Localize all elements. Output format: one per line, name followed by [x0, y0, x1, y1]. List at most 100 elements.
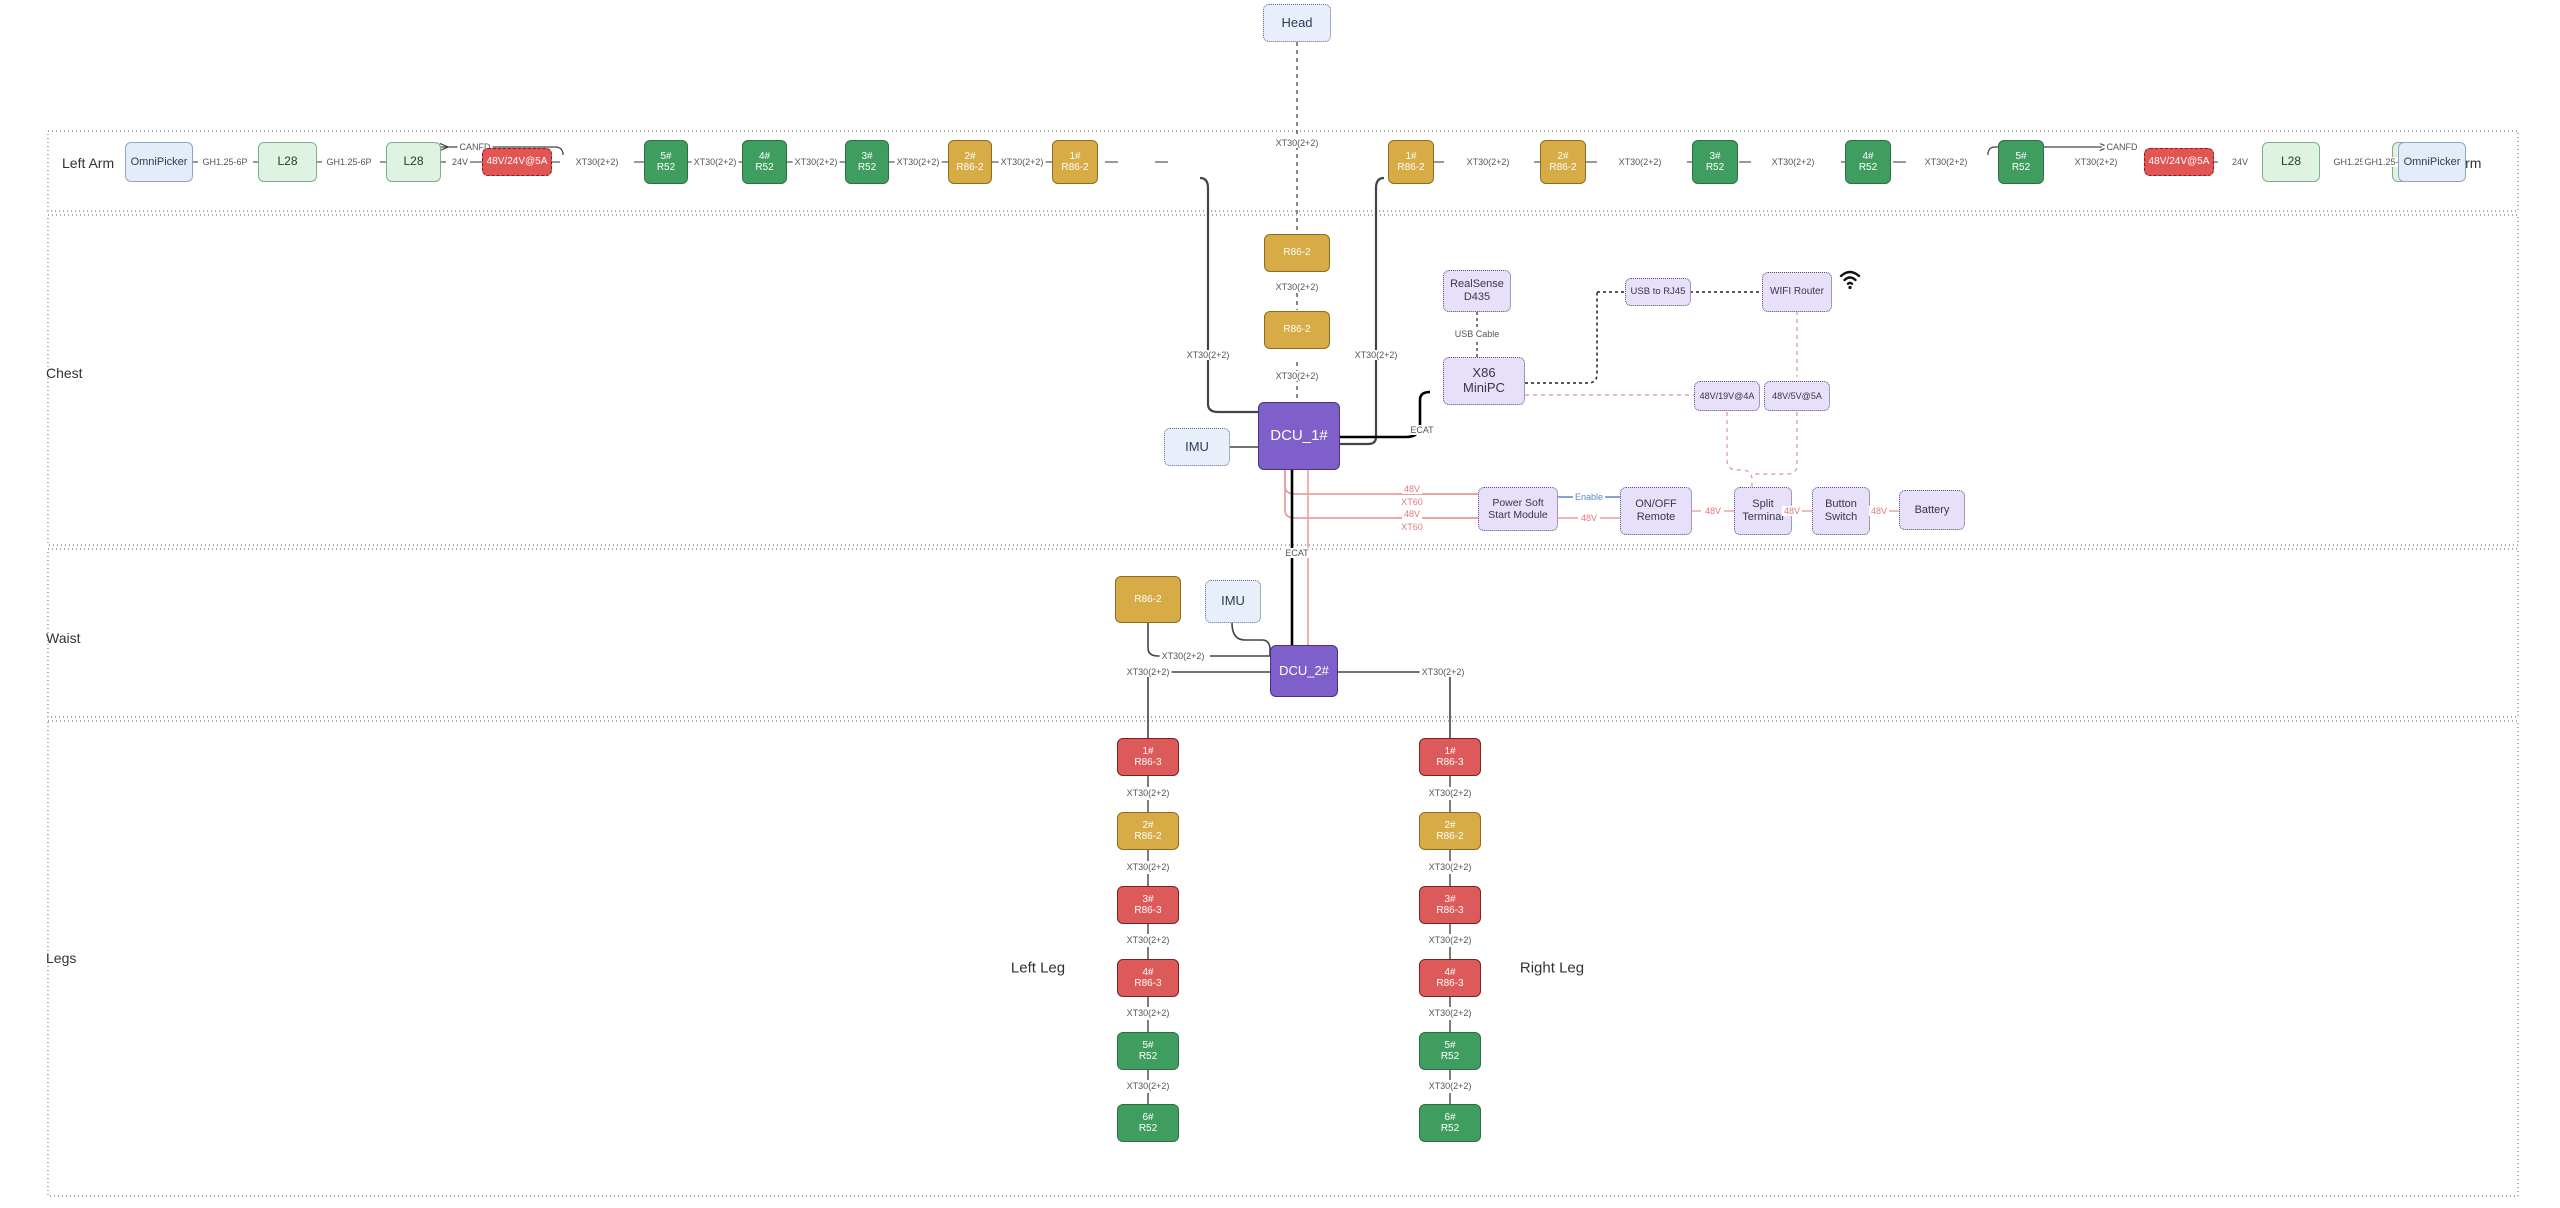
section-label-legs: Legs — [46, 950, 77, 966]
link-left-arm-6: XT30(2+2) — [894, 157, 942, 167]
node-left-arm-omnipicker[interactable]: OmniPicker — [125, 142, 193, 182]
node-right-arm-omnipicker[interactable]: OmniPicker — [2398, 142, 2466, 182]
wifi-signal-icon — [1838, 268, 1862, 295]
section-label-right-leg: Right Leg — [1519, 959, 1585, 977]
node-left-arm-m4[interactable]: 4# R52 — [742, 140, 787, 184]
link-left-arm-4: XT30(2+2) — [691, 157, 739, 167]
node-right-arm-m3[interactable]: 3# R52 — [1692, 140, 1738, 184]
section-label-chest: Chest — [46, 365, 83, 381]
link-left-arm-to-dcu: XT30(2+2) — [1184, 350, 1232, 360]
node-dcu-2[interactable]: DCU_2# — [1270, 645, 1338, 697]
node-chest-r86-upper[interactable]: R86-2 — [1264, 234, 1330, 272]
node-left-arm-m1[interactable]: 1# R86-2 — [1052, 140, 1098, 184]
label-softstart-48v: 48V — [1578, 513, 1600, 523]
node-power-soft-start-module[interactable]: Power Soft Start Module — [1478, 487, 1558, 531]
link-right-leg-1: XT30(2+2) — [1426, 862, 1474, 872]
node-left-leg-m1[interactable]: 1# R86-3 — [1117, 738, 1179, 776]
rail-label-48v-2: 48V — [1401, 509, 1423, 519]
link-left-leg-4: XT30(2+2) — [1124, 1081, 1172, 1091]
link-right-arm-1: XT30(2+2) — [1616, 157, 1664, 167]
node-left-arm-m3[interactable]: 3# R52 — [845, 140, 889, 184]
node-right-leg-m2[interactable]: 2# R86-2 — [1419, 812, 1481, 850]
node-x86-minipc[interactable]: X86 MiniPC — [1443, 357, 1525, 405]
link-right-arm-7: GH1.25-6P — [2362, 157, 2412, 167]
rail-label-xt60-1: XT60 — [1399, 497, 1425, 507]
label-ecat-chest: ECAT — [1408, 425, 1436, 435]
node-right-arm-l28-1[interactable]: L28 — [2262, 142, 2320, 182]
node-right-leg-m6[interactable]: 6# R52 — [1419, 1104, 1481, 1142]
section-label-waist: Waist — [46, 630, 81, 646]
node-chest-r86-lower[interactable]: R86-2 — [1264, 311, 1330, 349]
label-enable: Enable — [1572, 492, 1606, 502]
label-right-arm-canfd: CANFD — [2104, 142, 2140, 152]
node-waist-imu[interactable]: IMU — [1205, 580, 1261, 623]
node-converter-19v[interactable]: 48V/19V@4A — [1694, 381, 1760, 411]
link-left-arm-2: 24V — [449, 157, 471, 167]
node-dcu-1[interactable]: DCU_1# — [1258, 402, 1340, 470]
node-left-leg-m4[interactable]: 4# R86-3 — [1117, 959, 1179, 997]
link-right-arm-0: XT30(2+2) — [1464, 157, 1512, 167]
link-right-arm-to-dcu: XT30(2+2) — [1352, 350, 1400, 360]
node-head-label: Head — [1281, 14, 1313, 30]
node-left-arm-m5[interactable]: 5# R52 — [644, 140, 688, 184]
node-left-leg-m3[interactable]: 3# R86-3 — [1117, 886, 1179, 924]
node-left-arm-l28-2[interactable]: L28 — [386, 142, 441, 182]
link-left-arm-1: GH1.25-6P — [324, 157, 374, 167]
node-right-leg-m5[interactable]: 5# R52 — [1419, 1032, 1481, 1070]
node-left-arm-m2[interactable]: 2# R86-2 — [948, 140, 992, 184]
link-left-arm-5: XT30(2+2) — [792, 157, 840, 167]
node-left-leg-m5[interactable]: 5# R52 — [1117, 1032, 1179, 1070]
link-head-to-chest: XT30(2+2) — [1273, 138, 1321, 148]
link-right-leg-0: XT30(2+2) — [1426, 788, 1474, 798]
link-right-leg-4: XT30(2+2) — [1426, 1081, 1474, 1091]
label-link-onoff-split: 48V — [1702, 506, 1724, 516]
node-onoff-remote[interactable]: ON/OFF Remote — [1620, 487, 1692, 535]
node-chest-imu[interactable]: IMU — [1164, 428, 1230, 466]
link-left-arm-3: XT30(2+2) — [573, 157, 621, 167]
node-left-arm-l28-1[interactable]: L28 — [258, 142, 317, 182]
node-right-arm-m4[interactable]: 4# R52 — [1845, 140, 1891, 184]
link-left-leg-3: XT30(2+2) — [1124, 1008, 1172, 1018]
link-waist-motor: XT30(2+2) — [1159, 651, 1207, 661]
node-usb-to-rj45[interactable]: USB to RJ45 — [1625, 278, 1691, 306]
label-ecat-waist: ECAT — [1283, 548, 1311, 558]
link-right-leg-3: XT30(2+2) — [1426, 1008, 1474, 1018]
link-chest-spine-1: XT30(2+2) — [1273, 371, 1321, 381]
rail-label-48v-1: 48V — [1401, 484, 1423, 494]
link-right-arm-2: XT30(2+2) — [1769, 157, 1817, 167]
node-right-arm-m5[interactable]: 5# R52 — [1998, 140, 2044, 184]
link-left-leg-0: XT30(2+2) — [1124, 788, 1172, 798]
link-right-leg-2: XT30(2+2) — [1426, 935, 1474, 945]
node-left-leg-m6[interactable]: 6# R52 — [1117, 1104, 1179, 1142]
link-chest-spine-0: XT30(2+2) — [1273, 282, 1321, 292]
node-right-arm-m1[interactable]: 1# R86-2 — [1388, 140, 1434, 184]
node-left-arm-dcdc[interactable]: 48V/24V@5A — [482, 148, 552, 176]
node-converter-5v[interactable]: 48V/5V@5A — [1764, 381, 1830, 411]
node-right-leg-m3[interactable]: 3# R86-3 — [1419, 886, 1481, 924]
link-right-arm-4: XT30(2+2) — [2072, 157, 2120, 167]
link-waist-right-leg: XT30(2+2) — [1419, 667, 1467, 677]
node-battery[interactable]: Battery — [1899, 490, 1965, 530]
node-right-leg-m1[interactable]: 1# R86-3 — [1419, 738, 1481, 776]
node-button-switch[interactable]: Button Switch — [1812, 487, 1870, 535]
link-left-leg-1: XT30(2+2) — [1124, 862, 1172, 872]
node-right-leg-m4[interactable]: 4# R86-3 — [1419, 959, 1481, 997]
rail-label-xt60-2: XT60 — [1399, 522, 1425, 532]
link-right-arm-5: 24V — [2229, 157, 2251, 167]
label-link-button-battery: 48V — [1868, 506, 1890, 516]
link-right-arm-6: GH1.25-6P — [2331, 157, 2381, 167]
node-waist-r86[interactable]: R86-2 — [1115, 576, 1181, 623]
section-label-left-arm: Left Arm — [62, 155, 115, 171]
link-right-arm-3: XT30(2+2) — [1922, 157, 1970, 167]
node-realsense-d435[interactable]: RealSense D435 — [1443, 270, 1511, 312]
node-left-leg-m2[interactable]: 2# R86-2 — [1117, 812, 1179, 850]
node-right-arm-dcdc[interactable]: 48V/24V@5A — [2144, 148, 2214, 176]
node-right-arm-m2[interactable]: 2# R86-2 — [1540, 140, 1586, 184]
node-head[interactable]: Head — [1263, 4, 1331, 42]
link-waist-left-leg: XT30(2+2) — [1124, 667, 1172, 677]
label-link-split-button: 48V — [1781, 506, 1803, 516]
link-left-leg-2: XT30(2+2) — [1124, 935, 1172, 945]
node-wifi-router[interactable]: WIFI Router — [1762, 272, 1832, 312]
